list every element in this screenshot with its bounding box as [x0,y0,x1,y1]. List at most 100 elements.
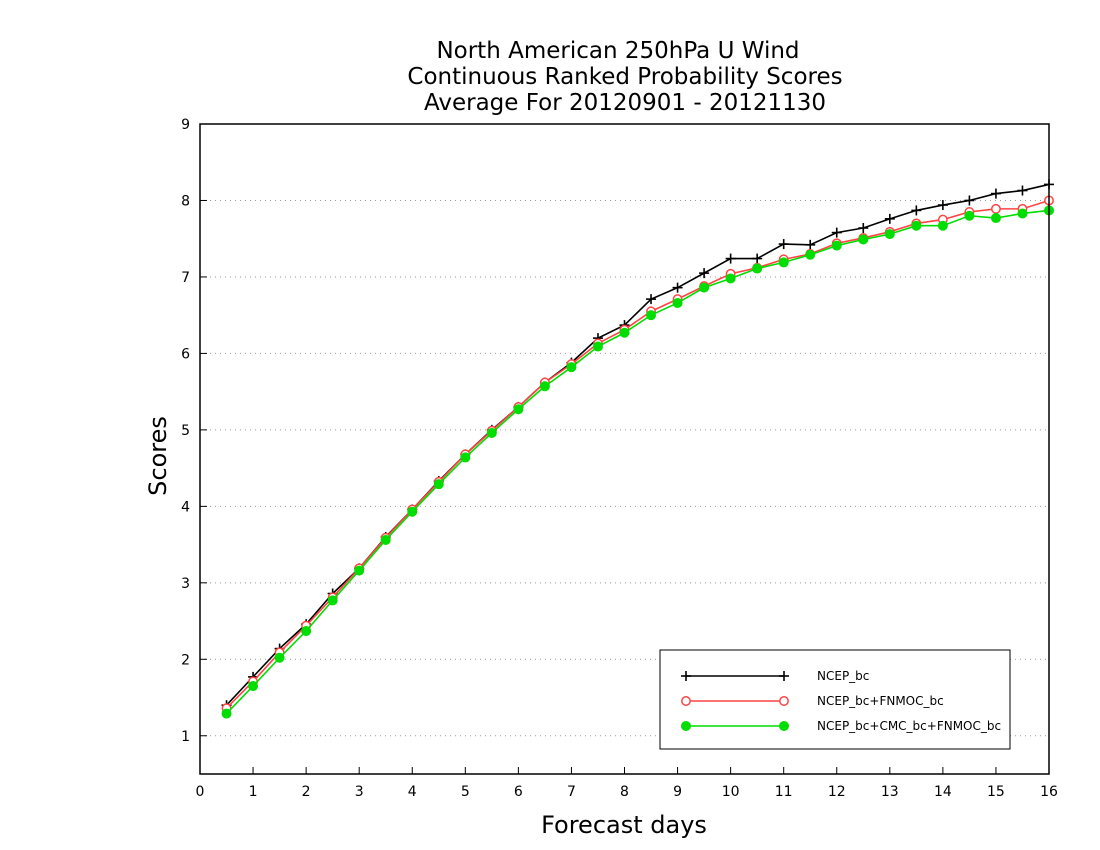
y-tick-label-6: 6 [181,346,190,362]
data-point-ncep-bc-29 [990,188,1001,199]
series-ncep-bc-fnmoc-bc [221,195,1054,714]
data-point-ncep-bc-cmc-bc-fnmoc-bc-6 [380,535,391,545]
legend-item-ncep-bc: NCEP_bc [681,669,869,683]
data-point-ncep-bc-cmc-bc-fnmoc-bc-21 [778,257,789,268]
series-ncep-bc-cmc-bc-fnmoc-bc [221,205,1054,719]
data-point-ncep-bc-cmc-bc-fnmoc-bc-25 [884,229,895,240]
y-tick-label-2: 2 [181,652,190,668]
data-point-ncep-bc-cmc-bc-fnmoc-bc-13 [566,362,577,373]
y-tick-label-4: 4 [181,499,190,515]
data-point-ncep-bc-22 [805,239,816,250]
data-point-ncep-bc-cmc-bc-fnmoc-bc-1 [248,681,259,692]
series-line-ncep-bc [225,183,1050,706]
legend-label-ncep-bc: NCEP_bc [817,669,869,683]
data-point-ncep-bc-cmc-bc-fnmoc-bc-7 [407,506,418,517]
y-tick-label-5: 5 [181,423,190,439]
data-point-ncep-bc-25 [884,213,895,224]
data-point-ncep-bc-cmc-bc-fnmoc-bc-27 [937,220,948,231]
data-point-ncep-bc-26 [911,205,922,216]
legend-marker-end-ncep-bc-fnmoc-bc [779,696,789,706]
chart-title-line-3: Average For 20120901 - 20121130 [424,90,826,116]
data-point-ncep-bc-cmc-bc-fnmoc-bc-11 [513,404,524,415]
series-layer [221,179,1054,719]
data-point-ncep-bc-28 [964,195,975,206]
legend-marker-start-ncep-bc-cmc-bc-fnmoc-bc [681,721,691,731]
legend-label-ncep-bc-cmc-bc-fnmoc-bc: NCEP_bc+CMC_bc+FNMOC_bc [817,719,1001,733]
data-point-ncep-bc-17 [672,282,683,293]
data-point-ncep-bc-cmc-bc-fnmoc-bc-0 [221,708,232,719]
y-axis-label: Scores [144,416,172,496]
data-point-ncep-bc-30 [1017,185,1028,196]
series-line-ncep-bc-cmc-bc-fnmoc-bc [225,209,1050,715]
data-point-ncep-bc-cmc-bc-fnmoc-bc-16 [646,310,657,321]
data-point-ncep-bc-cmc-bc-fnmoc-bc-2 [274,652,285,663]
data-point-ncep-bc-cmc-bc-fnmoc-bc-19 [725,273,736,284]
y-tick-label-9: 9 [181,117,190,133]
data-point-ncep-bc-20 [752,253,763,264]
x-tick-label-10: 10 [722,784,740,800]
x-tick-label-16: 16 [1040,784,1058,800]
legend-marker-end-ncep-bc [779,671,789,681]
x-tick-label-13: 13 [881,784,899,800]
y-tick-label-1: 1 [181,729,190,745]
data-point-ncep-bc-cmc-bc-fnmoc-bc-10 [486,427,497,438]
x-tick-label-4: 4 [408,784,417,800]
chart-title-line-2: Continuous Ranked Probability Scores [407,64,842,90]
data-point-ncep-bc-21 [778,239,789,250]
x-tick-label-6: 6 [514,784,523,800]
data-point-ncep-bc-cmc-bc-fnmoc-bc-17 [672,297,683,308]
data-point-ncep-bc-cmc-bc-fnmoc-bc-8 [433,479,444,490]
legend-item-ncep-bc-cmc-bc-fnmoc-bc: NCEP_bc+CMC_bc+FNMOC_bc [681,719,1001,733]
legend-label-ncep-bc-fnmoc-bc: NCEP_bc+FNMOC_bc [817,694,944,708]
legend: NCEP_bc NCEP_bc+FNMOC_bc NCEP_bc+CMC_bc+FN… [659,649,1011,750]
data-point-ncep-bc-18 [699,268,710,279]
x-tick-label-2: 2 [302,784,311,800]
x-tick-label-14: 14 [934,784,952,800]
data-point-ncep-bc-19 [725,253,736,264]
data-point-ncep-bc-cmc-bc-fnmoc-bc-30 [1017,208,1028,219]
data-point-ncep-bc-cmc-bc-fnmoc-bc-24 [858,234,869,245]
data-point-ncep-bc-fnmoc-bc-29 [990,203,1001,214]
legend-item-ncep-bc-fnmoc-bc: NCEP_bc+FNMOC_bc [681,694,944,708]
x-tick-label-9: 9 [673,784,682,800]
series-ncep-bc [221,179,1054,711]
data-point-ncep-bc-cmc-bc-fnmoc-bc-28 [964,210,975,221]
data-point-ncep-bc-cmc-bc-fnmoc-bc-26 [911,220,922,231]
legend-marker-end-ncep-bc-cmc-bc-fnmoc-bc [779,721,789,731]
x-axis-label: Forecast days [541,811,707,839]
data-point-ncep-bc-cmc-bc-fnmoc-bc-4 [327,595,338,606]
legend-box [659,649,1011,750]
x-tick-label-3: 3 [355,784,364,800]
data-point-ncep-bc-cmc-bc-fnmoc-bc-20 [752,263,763,274]
y-tick-label-8: 8 [181,193,190,209]
x-axis: 0 1 2 3 4 5 6 7 8 9 10 11 12 13 14 15 16 [196,767,1058,800]
data-point-ncep-bc-cmc-bc-fnmoc-bc-5 [354,565,365,576]
chart-title-line-1: North American 250hPa U Wind [436,38,799,64]
legend-marker-start-ncep-bc [681,671,691,681]
data-point-ncep-bc-16 [646,294,657,305]
x-tick-label-12: 12 [828,784,846,800]
data-point-ncep-bc-24 [858,223,869,233]
x-tick-label-11: 11 [775,784,793,800]
x-tick-label-5: 5 [461,784,470,800]
legend-marker-start-ncep-bc-fnmoc-bc [681,696,691,706]
chart-title: North American 250hPa U Wind Continuous … [407,38,842,116]
data-point-ncep-bc-cmc-bc-fnmoc-bc-3 [301,626,312,636]
data-point-ncep-bc-cmc-bc-fnmoc-bc-9 [460,452,471,463]
data-point-ncep-bc-27 [937,200,948,211]
x-tick-label-7: 7 [567,784,576,800]
x-tick-label-15: 15 [987,784,1005,800]
data-point-ncep-bc-cmc-bc-fnmoc-bc-12 [539,381,550,392]
data-point-ncep-bc-cmc-bc-fnmoc-bc-23 [831,240,842,251]
data-point-ncep-bc-23 [831,227,842,238]
y-tick-label-3: 3 [181,576,190,592]
x-tick-label-8: 8 [620,784,629,800]
data-point-ncep-bc-cmc-bc-fnmoc-bc-15 [619,327,630,338]
data-point-ncep-bc-cmc-bc-fnmoc-bc-29 [990,213,1001,224]
data-point-ncep-bc-cmc-bc-fnmoc-bc-22 [805,249,816,260]
data-point-ncep-bc-cmc-bc-fnmoc-bc-18 [699,282,710,293]
x-tick-label-1: 1 [249,784,258,800]
y-axis: 1 2 3 4 5 6 7 8 9 [181,117,207,745]
y-tick-label-7: 7 [181,270,190,286]
